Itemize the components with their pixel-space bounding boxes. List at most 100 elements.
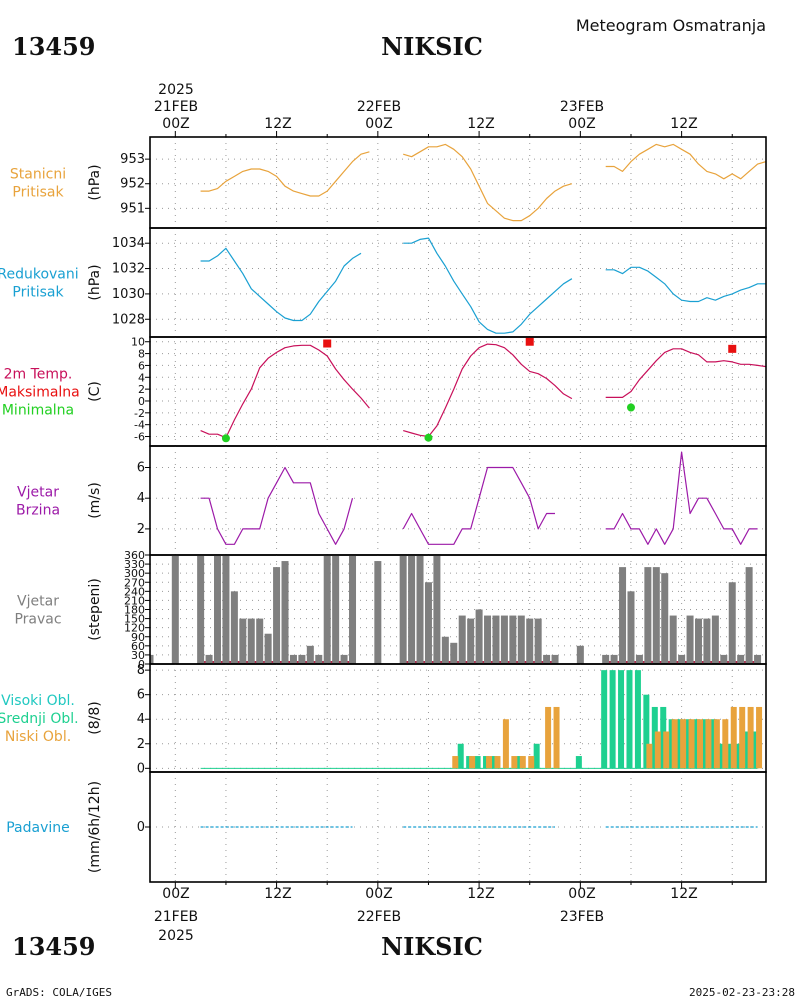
wind-dir-bar (222, 555, 230, 664)
top-hour-label-1: 00Z (162, 116, 189, 132)
max-temp-point (525, 337, 534, 346)
cloud-bar (739, 706, 746, 769)
y-tick-label: 8 (138, 348, 145, 361)
panel-oblaci: 0 2 4 6 8 Visoki Obl. Srednji Obl. Niski Obl. (8… (0, 663, 767, 776)
series-line (403, 143, 573, 222)
wind-dir-bar (534, 618, 542, 664)
y-tick-label: 10 (131, 336, 145, 349)
y-tick-label: 240 (124, 585, 145, 598)
y-tick-label: 2 (137, 737, 145, 752)
top-time-axis: 2025 21FEB 22FEB 23FEB 00Z 12Z 00Z 12Z 0… (154, 82, 698, 132)
wind-dir-bar (517, 615, 525, 664)
header-subtitle: Meteogram Osmatranja (576, 16, 766, 35)
y-tick-label: 1028 (112, 312, 145, 327)
wind-dir-bar (467, 618, 475, 664)
y-tick-label: 0 (138, 395, 145, 408)
wind-dir-bar (610, 654, 618, 664)
y-tick-label: 270 (124, 576, 145, 589)
y-tick-label: 210 (124, 594, 145, 607)
unit-label: (hPa) (87, 164, 103, 200)
bottom-hour-label-6: 12Z (670, 886, 697, 902)
wind-dir-bar (264, 633, 272, 664)
min-temp-point (221, 434, 230, 443)
footer-station-name: NIKSIC (381, 932, 483, 961)
wind-dir-bar (720, 654, 728, 664)
y-tick-label: 4 (137, 491, 145, 506)
wind-dir-bar (484, 615, 492, 664)
bottom-hour-label-4: 12Z (467, 886, 494, 902)
series-line (402, 466, 555, 545)
cloud-bar (654, 731, 661, 769)
y-tick-label: 0 (137, 761, 145, 776)
y-tick-label: 120 (124, 622, 145, 635)
cloud-bar (519, 756, 526, 769)
cloud-bar (688, 719, 695, 769)
wind-dir-bar (526, 618, 534, 664)
top-day-label-1: 21FEB (154, 99, 198, 115)
top-hour-label-6: 12Z (670, 116, 697, 132)
wind-dir-bar (475, 609, 483, 664)
series-line (403, 343, 573, 438)
max-temp-point (728, 344, 737, 353)
wind-dir-bar (424, 582, 432, 664)
panel-label-line: Srednji Obl. (0, 711, 79, 727)
unit-label: (8/8) (87, 701, 103, 734)
series-line (605, 451, 758, 545)
y-tick-label: 60 (131, 640, 145, 653)
y-tick-label: -4 (134, 419, 145, 432)
wind-dir-bar (669, 615, 677, 664)
bottom-hour-label-2: 12Z (264, 886, 291, 902)
wind-dir-bar (433, 555, 441, 664)
cloud-bar (457, 743, 464, 769)
wind-dir-bar (686, 615, 694, 664)
panel-label-line: Niski Obl. (5, 729, 71, 745)
cloud-bar (545, 706, 552, 769)
bottom-day-label-1: 21FEB (154, 909, 198, 925)
series-line (200, 151, 370, 197)
cloud-bar (730, 706, 737, 769)
panel-label-line: Pravac (14, 612, 61, 628)
y-tick-label: 180 (124, 604, 145, 617)
wind-dir-bar (458, 615, 466, 664)
wind-dir-bar (315, 654, 323, 664)
wind-dir-bar (239, 618, 247, 664)
wind-dir-bar (441, 636, 449, 664)
wind-dir-bar (728, 582, 736, 664)
panel-stanicni: 951 952 953 Stanicni Pritisak (hPa) (10, 136, 767, 229)
wind-dir-bar (661, 573, 669, 664)
panel-label-line: Vjetar (17, 594, 59, 610)
y-tick-label: 0 (138, 658, 145, 671)
top-hour-label-2: 12Z (264, 116, 291, 132)
wind-dir-bar (399, 555, 407, 664)
wind-dir-bar (543, 654, 551, 664)
panel-frame (149, 445, 767, 556)
header-station-name: NIKSIC (381, 32, 483, 61)
series-line (200, 344, 370, 439)
y-tick-label: 8 (137, 663, 145, 678)
panel-label-line: Stanicni (10, 167, 66, 183)
wind-dir-bar (205, 654, 213, 664)
top-hour-label-3: 00Z (365, 116, 392, 132)
panel-label-line: 2m Temp. (4, 367, 73, 383)
series-line (403, 237, 573, 334)
y-tick-label: 150 (124, 613, 145, 626)
cloud-bar (722, 719, 729, 769)
wind-dir-bar (349, 555, 357, 664)
y-tick-label: 90 (131, 631, 145, 644)
top-year-label: 2025 (158, 82, 194, 98)
y-tick-label: 6 (138, 359, 145, 372)
y-tick-label: 300 (124, 567, 145, 580)
y-tick-label: 1034 (112, 236, 145, 251)
cloud-bar (452, 756, 459, 769)
panel-label-line: Pritisak (12, 285, 64, 301)
wind-dir-bar (150, 654, 154, 664)
wind-dir-bar (214, 555, 222, 664)
panel-frame (149, 771, 767, 883)
wind-dir-bar (737, 654, 745, 664)
cloud-bar (705, 719, 712, 769)
footer-credit: GrADS: COLA/IGES (6, 986, 112, 999)
wind-dir-bar (652, 567, 660, 664)
plot-area (200, 337, 766, 443)
panel-label-line: Padavine (6, 820, 70, 836)
